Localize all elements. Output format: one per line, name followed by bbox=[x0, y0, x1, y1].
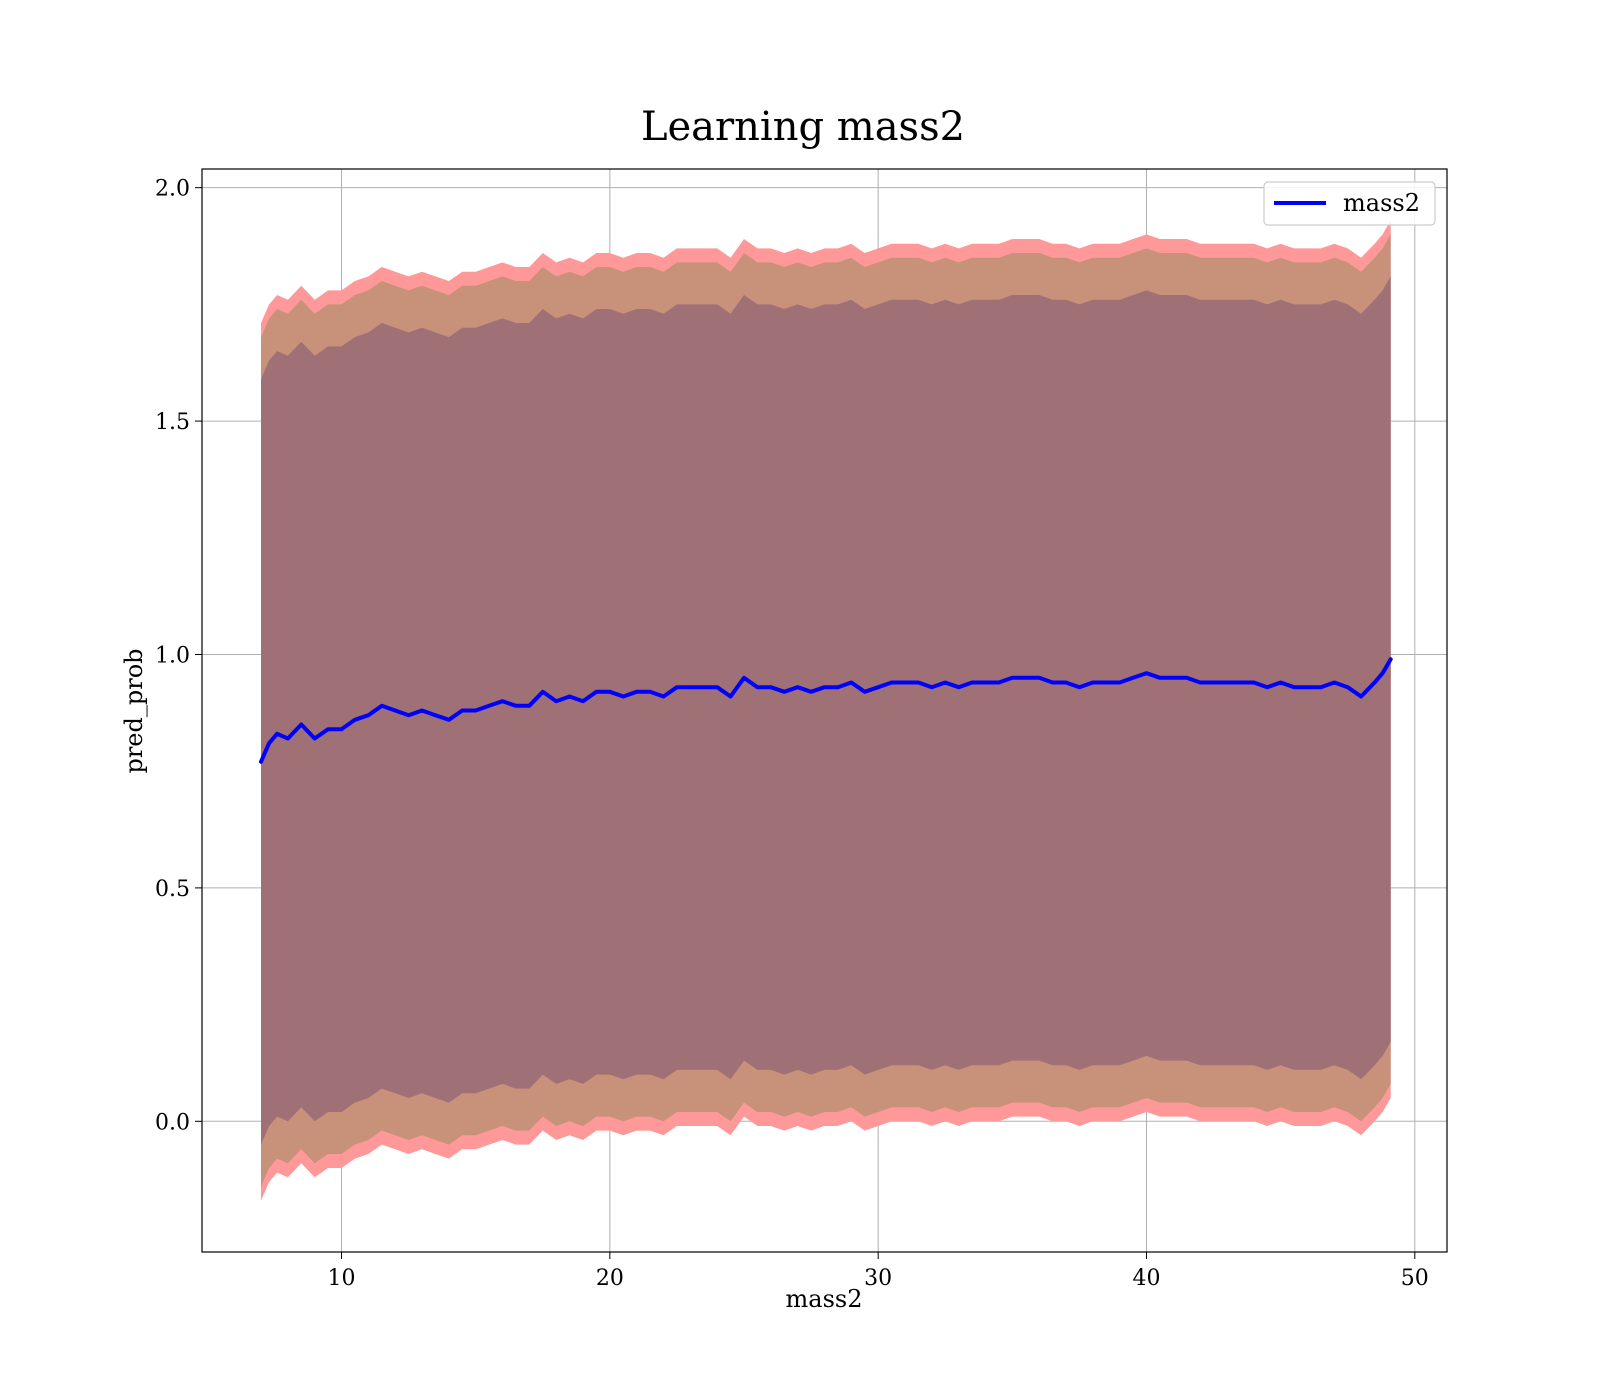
confidence-bands bbox=[261, 220, 1391, 1201]
y-axis-label: pred_prob bbox=[120, 648, 148, 773]
x-tick-label: 50 bbox=[1401, 1266, 1429, 1291]
band-inner bbox=[261, 276, 1391, 1145]
y-tick-label: 0.5 bbox=[155, 877, 190, 902]
axes-frame bbox=[201, 168, 1448, 1253]
x-axis-label: mass2 bbox=[786, 1285, 863, 1313]
x-tick-label: 10 bbox=[328, 1266, 356, 1291]
legend: mass2 bbox=[1263, 181, 1436, 226]
legend-box bbox=[1263, 181, 1436, 226]
y-tick-label: 1.5 bbox=[155, 410, 190, 435]
y-axis-ticks: 0.0 0.5 1.0 1.5 2.0 bbox=[155, 177, 202, 1135]
x-tick-label: 20 bbox=[596, 1266, 624, 1291]
y-tick-label: 0.0 bbox=[155, 1110, 190, 1135]
series-line-mass2 bbox=[259, 657, 1393, 764]
series-lines bbox=[259, 657, 1393, 764]
chart-title: Learning mass2 bbox=[641, 104, 965, 150]
y-tick-label: 2.0 bbox=[155, 177, 190, 202]
x-axis-ticks: 10 20 30 40 50 bbox=[328, 1252, 1429, 1291]
y-tick-label: 1.0 bbox=[155, 643, 190, 668]
legend-label: mass2 bbox=[1343, 189, 1420, 217]
x-tick-label: 40 bbox=[1132, 1266, 1160, 1291]
x-tick-label: 30 bbox=[864, 1266, 892, 1291]
